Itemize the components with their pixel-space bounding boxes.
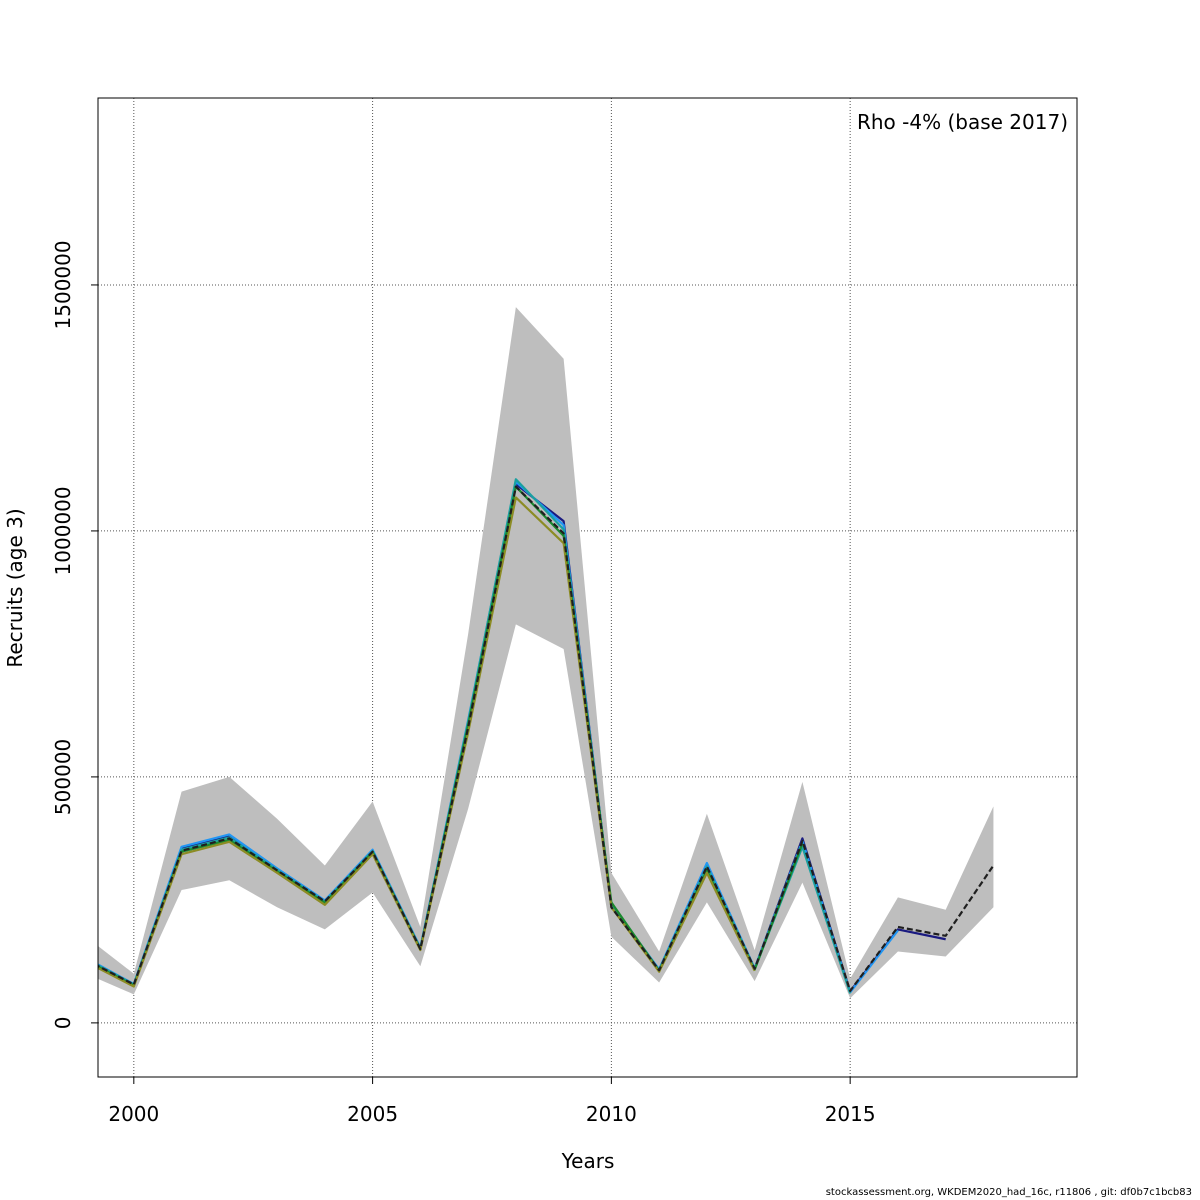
x-tick-label: 2005 <box>347 1102 398 1126</box>
y-tick-label: 0 <box>51 1017 75 1030</box>
footer-credit: stockassessment.org, WKDEM2020_had_16c, … <box>825 1187 1192 1198</box>
rho-annotation: Rho -4% (base 2017) <box>857 110 1068 134</box>
confidence-band <box>98 307 994 999</box>
x-tick-label: 2000 <box>108 1102 159 1126</box>
plot-frame <box>97 97 1078 1078</box>
x-axis-ticks: 2000 2005 2010 2015 <box>108 1077 876 1126</box>
series-line-base <box>98 485 995 993</box>
y-tick-label: 1000000 <box>51 486 75 575</box>
y-tick-label: 1500000 <box>51 240 75 329</box>
y-axis-ticks: 0 500000 1000000 1500000 <box>51 240 98 1029</box>
y-axis-title: Recruits (age 3) <box>3 508 27 667</box>
series-layer <box>98 478 995 994</box>
x-axis-title: Years <box>561 1149 615 1173</box>
series-line <box>98 496 756 988</box>
x-tick-label: 2015 <box>825 1102 876 1126</box>
y-tick-label: 500000 <box>51 739 75 815</box>
x-tick-label: 2010 <box>586 1102 637 1126</box>
confidence-band-layer <box>98 307 994 999</box>
